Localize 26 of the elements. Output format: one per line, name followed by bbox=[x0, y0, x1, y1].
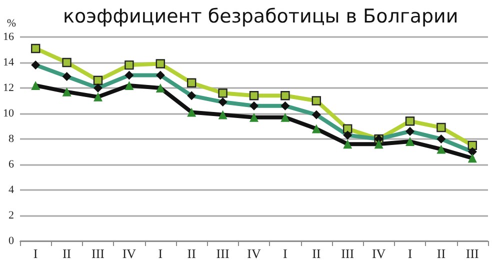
x-tick-label: I bbox=[408, 246, 412, 261]
x-tick-label: IV bbox=[372, 246, 386, 261]
y-tick-label: 4 bbox=[8, 184, 14, 196]
x-tick-label: IV bbox=[122, 246, 137, 261]
y-tick-label: 0 bbox=[8, 235, 14, 247]
x-tick-label: IV bbox=[247, 246, 262, 261]
x-tick-label: I bbox=[283, 246, 288, 261]
y-tick-label: 6 bbox=[8, 158, 14, 170]
x-tick-label: II bbox=[62, 246, 72, 261]
x-tick-label: II bbox=[436, 246, 446, 261]
y-axis-title: % bbox=[6, 18, 16, 30]
y-tick-label: 10 bbox=[3, 108, 14, 120]
x-tick-label: III bbox=[216, 246, 230, 261]
y-tick-label: 8 bbox=[8, 133, 14, 145]
chart-title: коэффициент безработицы в Болгарии bbox=[63, 6, 458, 28]
x-tick-label: I bbox=[158, 246, 163, 261]
x-tick-label: III bbox=[341, 246, 354, 261]
y-tick-label: 14 bbox=[3, 56, 14, 68]
y-tick-label: 2 bbox=[8, 210, 14, 222]
x-tick-label: III bbox=[92, 246, 104, 261]
x-tick-label: II bbox=[312, 246, 321, 261]
x-tick-label: II bbox=[187, 246, 196, 261]
x-tick-label: III bbox=[466, 246, 479, 261]
y-tick-label: 16 bbox=[3, 31, 14, 43]
y-tick-label: 12 bbox=[3, 82, 14, 94]
x-tick-label: I bbox=[33, 246, 38, 261]
